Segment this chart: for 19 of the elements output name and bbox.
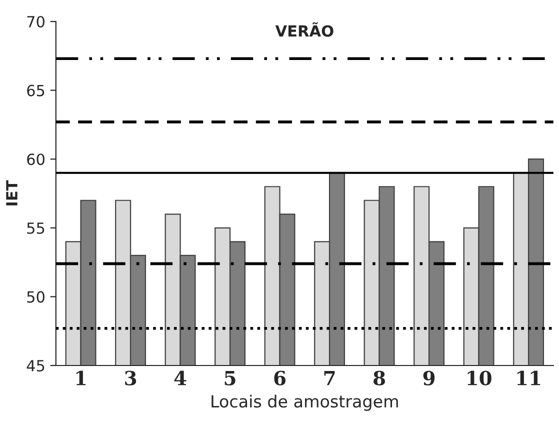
x-tick-label: 4	[174, 370, 186, 386]
y-tick-label: 45	[26, 360, 44, 372]
x-tick-label: 11	[517, 370, 540, 386]
y-tick-label: 65	[27, 84, 44, 96]
y-tick-label: 70	[27, 16, 44, 28]
x-tick-label: 3	[125, 370, 136, 386]
x-tick-label: 1	[76, 370, 86, 386]
y-tick-label: 60	[27, 154, 44, 166]
x-tick-label: 5	[224, 370, 236, 386]
chart-title: VERÃO	[275, 22, 334, 37]
x-axis-title: Locais de amostragem	[212, 394, 398, 411]
y-tick-label: 50	[27, 291, 44, 303]
x-tick-label: 9	[423, 370, 435, 386]
x-tick-label: 8	[374, 370, 385, 386]
x-tick-label: 7	[324, 370, 335, 386]
y-tick-label: 55	[27, 222, 44, 234]
y-axis-title: IET	[6, 180, 18, 206]
x-tick-label: 10	[468, 370, 492, 386]
x-tick-label: 6	[274, 370, 286, 386]
